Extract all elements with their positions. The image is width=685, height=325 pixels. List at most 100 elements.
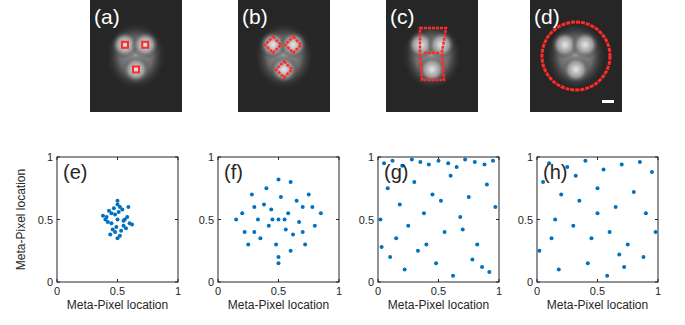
point bbox=[307, 193, 311, 197]
point bbox=[388, 255, 392, 259]
point bbox=[286, 211, 290, 215]
image-background bbox=[90, 0, 182, 112]
point bbox=[416, 249, 420, 253]
point bbox=[458, 215, 462, 219]
point bbox=[120, 208, 124, 212]
localization bbox=[265, 37, 281, 53]
y-tick bbox=[655, 219, 658, 220]
point bbox=[622, 265, 626, 269]
x-tick bbox=[278, 279, 279, 282]
point bbox=[559, 193, 563, 197]
point bbox=[295, 199, 299, 203]
point bbox=[463, 158, 467, 162]
y-tick-label: 1 bbox=[208, 151, 214, 163]
point bbox=[626, 243, 630, 247]
plot-frame bbox=[57, 157, 178, 282]
point bbox=[107, 209, 111, 213]
point bbox=[116, 203, 120, 207]
point bbox=[250, 193, 254, 197]
y-tick-label: 0.5 bbox=[518, 214, 533, 226]
point bbox=[439, 199, 443, 203]
image-background bbox=[386, 0, 478, 112]
y-tick bbox=[496, 282, 499, 283]
point bbox=[112, 206, 116, 210]
point bbox=[289, 249, 293, 253]
point bbox=[632, 190, 636, 194]
point bbox=[122, 219, 126, 223]
y-tick bbox=[57, 282, 60, 283]
point bbox=[101, 214, 105, 218]
point bbox=[130, 223, 134, 227]
point bbox=[487, 270, 491, 274]
point bbox=[126, 205, 130, 209]
y-tick-label: 0.5 bbox=[199, 214, 214, 226]
y-tick bbox=[218, 282, 221, 283]
point bbox=[283, 218, 287, 222]
blob bbox=[402, 22, 462, 90]
y-tick-label: 1 bbox=[527, 151, 533, 163]
emitter-spot bbox=[571, 31, 599, 59]
image-panel: (d) bbox=[530, 0, 622, 112]
point bbox=[111, 228, 115, 232]
point bbox=[319, 211, 323, 215]
emitter-spot bbox=[279, 31, 307, 59]
figure: (a)(b)(c)(d)00.5100.51(e)Meta-Pixel loca… bbox=[0, 0, 685, 325]
panel-label: (b) bbox=[242, 5, 268, 28]
point bbox=[557, 268, 561, 272]
point bbox=[410, 158, 414, 162]
point bbox=[443, 230, 447, 234]
plot-frame bbox=[218, 157, 339, 282]
point bbox=[303, 243, 307, 247]
point bbox=[574, 174, 578, 178]
point bbox=[291, 233, 295, 237]
localization bbox=[276, 61, 292, 77]
point bbox=[586, 261, 590, 265]
y-tick bbox=[57, 157, 60, 158]
point bbox=[252, 205, 256, 209]
point bbox=[434, 261, 438, 265]
point bbox=[267, 224, 271, 228]
point bbox=[475, 243, 479, 247]
point bbox=[553, 218, 557, 222]
point bbox=[638, 160, 642, 164]
x-axis-label: Meta-Pixel location bbox=[547, 298, 648, 312]
point bbox=[116, 199, 120, 203]
y-tick-label: 1 bbox=[47, 151, 53, 163]
point bbox=[605, 274, 609, 278]
y-tick bbox=[336, 157, 339, 158]
point bbox=[480, 265, 484, 269]
point bbox=[284, 228, 288, 232]
y-tick bbox=[537, 157, 540, 158]
point bbox=[264, 186, 268, 190]
point bbox=[301, 205, 305, 209]
point bbox=[430, 193, 434, 197]
y-tick-label: 0 bbox=[368, 276, 374, 288]
blob bbox=[546, 22, 606, 90]
x-axis-label: Meta-Pixel location bbox=[228, 298, 329, 312]
panel-label: (h) bbox=[543, 161, 567, 183]
point bbox=[289, 180, 293, 184]
point bbox=[614, 205, 618, 209]
point bbox=[394, 236, 398, 240]
point bbox=[277, 255, 281, 259]
point bbox=[118, 234, 122, 238]
points bbox=[101, 199, 134, 241]
point bbox=[108, 233, 112, 237]
localization bbox=[420, 28, 446, 80]
scatter-chart: 00.5100.51(f)Meta-Pixel location bbox=[199, 151, 342, 312]
point bbox=[124, 226, 128, 230]
x-tick-label: 1 bbox=[655, 285, 661, 297]
point bbox=[482, 163, 486, 167]
y-tick bbox=[57, 219, 60, 220]
point bbox=[550, 236, 554, 240]
point bbox=[258, 236, 262, 240]
point bbox=[234, 218, 238, 222]
point bbox=[386, 186, 390, 190]
point bbox=[449, 174, 453, 178]
points bbox=[378, 158, 497, 278]
point bbox=[422, 211, 426, 215]
point bbox=[277, 261, 281, 265]
y-tick bbox=[496, 157, 499, 158]
x-axis-label: Meta-Pixel location bbox=[388, 298, 489, 312]
scatter-chart: 00.5100.51(h)Meta-Pixel location bbox=[518, 151, 661, 312]
